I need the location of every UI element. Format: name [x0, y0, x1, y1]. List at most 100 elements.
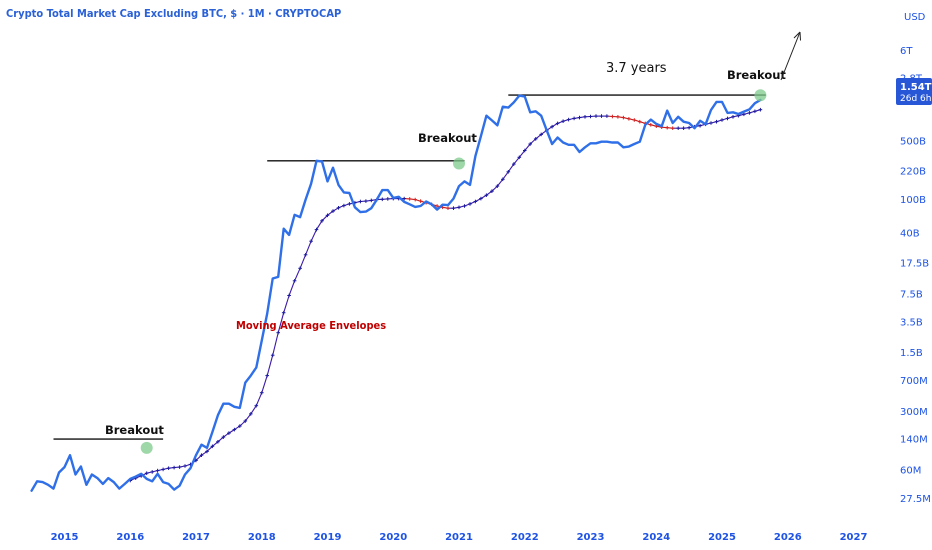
x-tick-label: 2025	[708, 532, 736, 543]
ma-point	[259, 390, 264, 395]
ma-point	[594, 114, 598, 118]
ma-point	[402, 196, 406, 201]
breakout-marker	[754, 89, 767, 102]
ma-point	[144, 471, 149, 475]
ma-line-segment	[518, 150, 526, 158]
ma-point	[150, 470, 154, 474]
ma-point	[610, 114, 615, 119]
ma-point	[457, 205, 461, 210]
ma-point	[747, 111, 752, 115]
x-tick-label: 2015	[51, 532, 79, 543]
ma-line-segment	[316, 220, 323, 230]
ma-point	[583, 115, 587, 119]
x-tick-label: 2026	[774, 532, 802, 543]
ma-point	[347, 202, 352, 206]
ma-point	[523, 148, 527, 153]
ma-point	[566, 117, 571, 122]
ma-line-segment	[332, 207, 339, 212]
ma-point	[698, 123, 702, 128]
ma-point	[687, 125, 691, 130]
envelope-label: Moving Average Envelopes	[236, 319, 386, 332]
ma-point	[616, 115, 620, 119]
ma-line-segment	[195, 454, 202, 461]
ma-point	[358, 199, 363, 204]
ma-line-segment	[212, 441, 219, 447]
ma-point	[605, 114, 609, 118]
ma-point	[177, 465, 182, 469]
ma-point	[172, 465, 176, 470]
ma-point	[309, 239, 313, 243]
y-tick-label: 7.5B	[900, 290, 923, 301]
ma-point	[418, 199, 423, 203]
ma-point	[484, 193, 489, 197]
ma-point	[210, 444, 215, 449]
y-tick-label: 60M	[900, 466, 921, 477]
ma-point	[627, 117, 631, 121]
ma-line-segment	[486, 190, 493, 196]
ma-point	[599, 114, 604, 118]
ma-point	[512, 162, 516, 166]
ma-line-segment	[288, 280, 296, 296]
ma-point	[473, 199, 478, 204]
price-series	[30, 94, 762, 492]
ma-line-segment	[261, 375, 268, 393]
ma-line-segment	[239, 420, 246, 427]
ma-point	[533, 137, 538, 141]
y-axis: 6T2.8T500B220B100B40B17.5B7.5B3.5B1.5B70…	[900, 46, 931, 505]
ma-point	[183, 464, 187, 468]
ma-point	[386, 197, 390, 201]
ma-point	[254, 403, 259, 408]
ma-line-segment	[502, 171, 509, 180]
ma-line-segment	[327, 210, 334, 216]
x-tick-label: 2022	[511, 532, 539, 543]
ma-point	[380, 197, 385, 202]
ma-point	[342, 203, 346, 208]
ma-point	[621, 115, 626, 120]
ma-point	[632, 118, 637, 122]
y-tick-label: 100B	[900, 195, 926, 206]
ma-point	[462, 204, 467, 208]
x-axis: 2015 2016 2017 2018 2019 2020 2021 2022 2023 2024…	[51, 532, 868, 543]
ma-point	[731, 115, 735, 119]
ma-point	[555, 121, 560, 126]
ma-line-segment	[294, 268, 301, 282]
y-tick-label: 300M	[900, 407, 928, 418]
ma-point	[199, 453, 204, 457]
ma-point	[550, 124, 554, 129]
ma-point	[243, 419, 248, 423]
x-tick-label: 2027	[840, 532, 868, 543]
ma-line-segment	[310, 229, 317, 242]
ma-point	[320, 219, 324, 223]
currency-label[interactable]: USD	[904, 12, 926, 23]
ma-point	[265, 373, 269, 378]
y-tick-label: 500B	[900, 137, 926, 148]
ma-line-segment	[535, 133, 542, 140]
ma-line-segment	[283, 295, 290, 313]
ma-point	[501, 177, 505, 182]
last-price-value: 1.54T	[900, 82, 932, 93]
ma-point	[161, 467, 165, 472]
ma-point	[725, 116, 730, 121]
ma-line-segment	[496, 178, 504, 187]
ma-line-segment	[524, 143, 531, 151]
y-tick-label: 40B	[900, 229, 920, 240]
y-tick-label: 6T	[900, 46, 913, 57]
ma-line-segment	[507, 163, 515, 173]
ma-line-segment	[272, 332, 279, 356]
moving-average-series	[128, 107, 763, 483]
y-tick-label: 700M	[900, 376, 928, 387]
ma-point	[479, 196, 483, 201]
ma-point	[336, 206, 341, 210]
breakout-marker	[140, 441, 153, 454]
ma-point	[166, 466, 171, 470]
ma-point	[287, 293, 291, 298]
ma-point	[232, 427, 237, 432]
ma-point	[649, 123, 653, 127]
breakout-label-2016: Breakout	[105, 423, 164, 437]
x-tick-label: 2019	[314, 532, 342, 543]
ma-point	[720, 118, 724, 122]
ma-point	[753, 109, 757, 114]
ma-point	[528, 142, 532, 146]
